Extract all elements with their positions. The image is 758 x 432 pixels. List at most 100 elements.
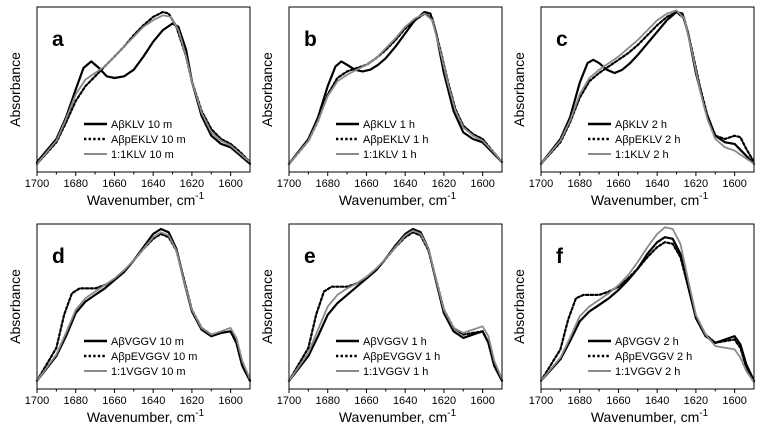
x-tick-label-e-1660: 1660 bbox=[354, 395, 378, 407]
plot-frame-f bbox=[540, 223, 755, 390]
x-axis-label-superscript-f: -1 bbox=[699, 408, 708, 419]
series-line-c-2 bbox=[539, 10, 756, 165]
x-axis-label-d: Wavenumber, cm-1 bbox=[87, 408, 205, 425]
panel-letter-f: f bbox=[556, 245, 564, 268]
x-tick-label-a-1660: 1660 bbox=[102, 178, 126, 190]
series-line-a-3 bbox=[36, 14, 251, 165]
plot-frame-b bbox=[288, 6, 503, 173]
x-tick-label-b-1640: 1640 bbox=[393, 178, 417, 190]
legend-label-d-3: 1:1VGGV 10 m bbox=[111, 366, 186, 378]
y-axis-label-c: Absorbance bbox=[511, 52, 527, 127]
series-line-a-1 bbox=[35, 22, 252, 165]
x-tick-label-a-1680: 1680 bbox=[63, 178, 87, 190]
x-axis-label-superscript-a: -1 bbox=[195, 191, 204, 202]
x-tick-label-a-1620: 1620 bbox=[180, 178, 204, 190]
series-line-e-3 bbox=[288, 229, 503, 382]
x-tick-label-b-1680: 1680 bbox=[315, 178, 339, 190]
series-line-d-2 bbox=[35, 232, 252, 382]
x-tick-label-b-1620: 1620 bbox=[432, 178, 456, 190]
panel-letter-e: e bbox=[304, 245, 316, 268]
x-tick-label-d-1640: 1640 bbox=[141, 395, 165, 407]
y-axis-label-a: Absorbance bbox=[7, 52, 23, 127]
x-tick-label-f-1660: 1660 bbox=[606, 395, 630, 407]
y-axis-label-d: Absorbance bbox=[7, 269, 23, 344]
panel-f: 1700 1680 1660 1640 1620 1600 Wavenumber, cm-1… bbox=[511, 223, 756, 425]
x-tick-label-f-1700: 1700 bbox=[529, 395, 553, 407]
panel-letter-a: a bbox=[52, 28, 64, 51]
series-line-d-3 bbox=[36, 231, 251, 382]
legend-label-e-3: 1:1VGGV 1 h bbox=[363, 366, 428, 378]
legend-label-f-2: AβpEVGGV 2 h bbox=[615, 351, 692, 363]
legend-label-c-1: AβKLV 2 h bbox=[615, 119, 667, 131]
panel-d: 1700 1680 1660 1640 1620 1600 Wavenumber, cm-1… bbox=[7, 223, 252, 425]
panel-letter-c: c bbox=[556, 28, 568, 51]
x-axis-label-text-b: Wavenumber, cm bbox=[339, 192, 447, 208]
legend-label-c-3: 1:1KLV 2 h bbox=[615, 149, 669, 161]
x-tick-label-a-1640: 1640 bbox=[141, 178, 165, 190]
x-tick-label-b-1700: 1700 bbox=[277, 178, 301, 190]
series-line-b-2 bbox=[287, 12, 504, 165]
y-axis-label-b: Absorbance bbox=[259, 52, 275, 127]
x-tick-label-b-1600: 1600 bbox=[470, 178, 494, 190]
x-tick-label-c-1640: 1640 bbox=[645, 178, 669, 190]
x-tick-label-e-1700: 1700 bbox=[277, 395, 301, 407]
series-line-f-3 bbox=[540, 226, 755, 384]
series-line-f-1 bbox=[539, 236, 756, 382]
panel-c: 1700 1680 1660 1640 1620 1600 Wavenumber, cm-1… bbox=[511, 6, 756, 208]
legend-label-d-1: AβVGGV 10 m bbox=[111, 336, 184, 348]
x-axis-label-e: Wavenumber, cm-1 bbox=[339, 408, 457, 425]
x-axis-label-text-d: Wavenumber, cm bbox=[87, 409, 195, 425]
series-line-b-3 bbox=[288, 12, 503, 165]
x-axis-label-f: Wavenumber, cm-1 bbox=[591, 408, 709, 425]
x-tick-label-c-1700: 1700 bbox=[529, 178, 553, 190]
series-line-c-3 bbox=[540, 9, 755, 165]
legend-label-b-3: 1:1KLV 1 h bbox=[363, 149, 417, 161]
x-tick-label-f-1640: 1640 bbox=[645, 395, 669, 407]
x-tick-label-f-1600: 1600 bbox=[722, 395, 746, 407]
plot-frame-e bbox=[288, 223, 503, 390]
legend-label-e-2: AβpEVGGV 1 h bbox=[363, 351, 440, 363]
series-line-e-2 bbox=[287, 231, 504, 382]
x-axis-label-text-e: Wavenumber, cm bbox=[339, 409, 447, 425]
legend-label-d-2: AβpEVGGV 10 m bbox=[111, 351, 197, 363]
x-tick-label-c-1680: 1680 bbox=[567, 178, 591, 190]
series-line-e-1 bbox=[287, 227, 504, 382]
panel-e: 1700 1680 1660 1640 1620 1600 Wavenumber, cm-1… bbox=[259, 223, 504, 425]
series-line-a-2 bbox=[35, 10, 252, 165]
x-tick-label-f-1680: 1680 bbox=[567, 395, 591, 407]
x-tick-label-d-1680: 1680 bbox=[63, 395, 87, 407]
x-axis-label-superscript-e: -1 bbox=[447, 408, 456, 419]
x-axis-label-text-a: Wavenumber, cm bbox=[87, 192, 195, 208]
x-tick-label-c-1620: 1620 bbox=[684, 178, 708, 190]
series-line-f-2 bbox=[539, 241, 756, 382]
plot-frame-c bbox=[540, 6, 755, 173]
panel-a: 1700 1680 1660 1640 1620 1600 Wavenumber, cm-1… bbox=[7, 6, 252, 208]
x-axis-label-a: Wavenumber, cm-1 bbox=[87, 191, 205, 208]
x-tick-label-b-1660: 1660 bbox=[354, 178, 378, 190]
legend-label-e-1: AβVGGV 1 h bbox=[363, 336, 427, 348]
y-axis-label-f: Absorbance bbox=[511, 269, 527, 344]
x-axis-label-c: Wavenumber, cm-1 bbox=[591, 191, 709, 208]
legend-label-b-2: AβpEKLV 1 h bbox=[363, 134, 428, 146]
x-axis-label-superscript-d: -1 bbox=[195, 408, 204, 419]
legend-label-b-1: AβKLV 1 h bbox=[363, 119, 415, 131]
x-axis-label-b: Wavenumber, cm-1 bbox=[339, 191, 457, 208]
plot-frame-d bbox=[36, 223, 251, 390]
x-tick-label-d-1660: 1660 bbox=[102, 395, 126, 407]
panel-letter-d: d bbox=[52, 245, 65, 268]
legend-label-f-3: 1:1VGGV 2 h bbox=[615, 366, 680, 378]
legend-label-a-1: AβKLV 10 m bbox=[111, 119, 172, 131]
legend-label-f-1: AβVGGV 2 h bbox=[615, 336, 679, 348]
x-axis-label-superscript-b: -1 bbox=[447, 191, 456, 202]
y-axis-label-e: Absorbance bbox=[259, 269, 275, 344]
x-tick-label-d-1700: 1700 bbox=[25, 395, 49, 407]
x-axis-label-superscript-c: -1 bbox=[699, 191, 708, 202]
legend-label-a-3: 1:1KLV 10 m bbox=[111, 149, 174, 161]
x-tick-label-c-1660: 1660 bbox=[606, 178, 630, 190]
x-tick-label-d-1600: 1600 bbox=[218, 395, 242, 407]
x-tick-label-c-1600: 1600 bbox=[722, 178, 746, 190]
x-tick-label-e-1620: 1620 bbox=[432, 395, 456, 407]
panel-b: 1700 1680 1660 1640 1620 1600 Wavenumber, cm-1… bbox=[259, 6, 504, 208]
